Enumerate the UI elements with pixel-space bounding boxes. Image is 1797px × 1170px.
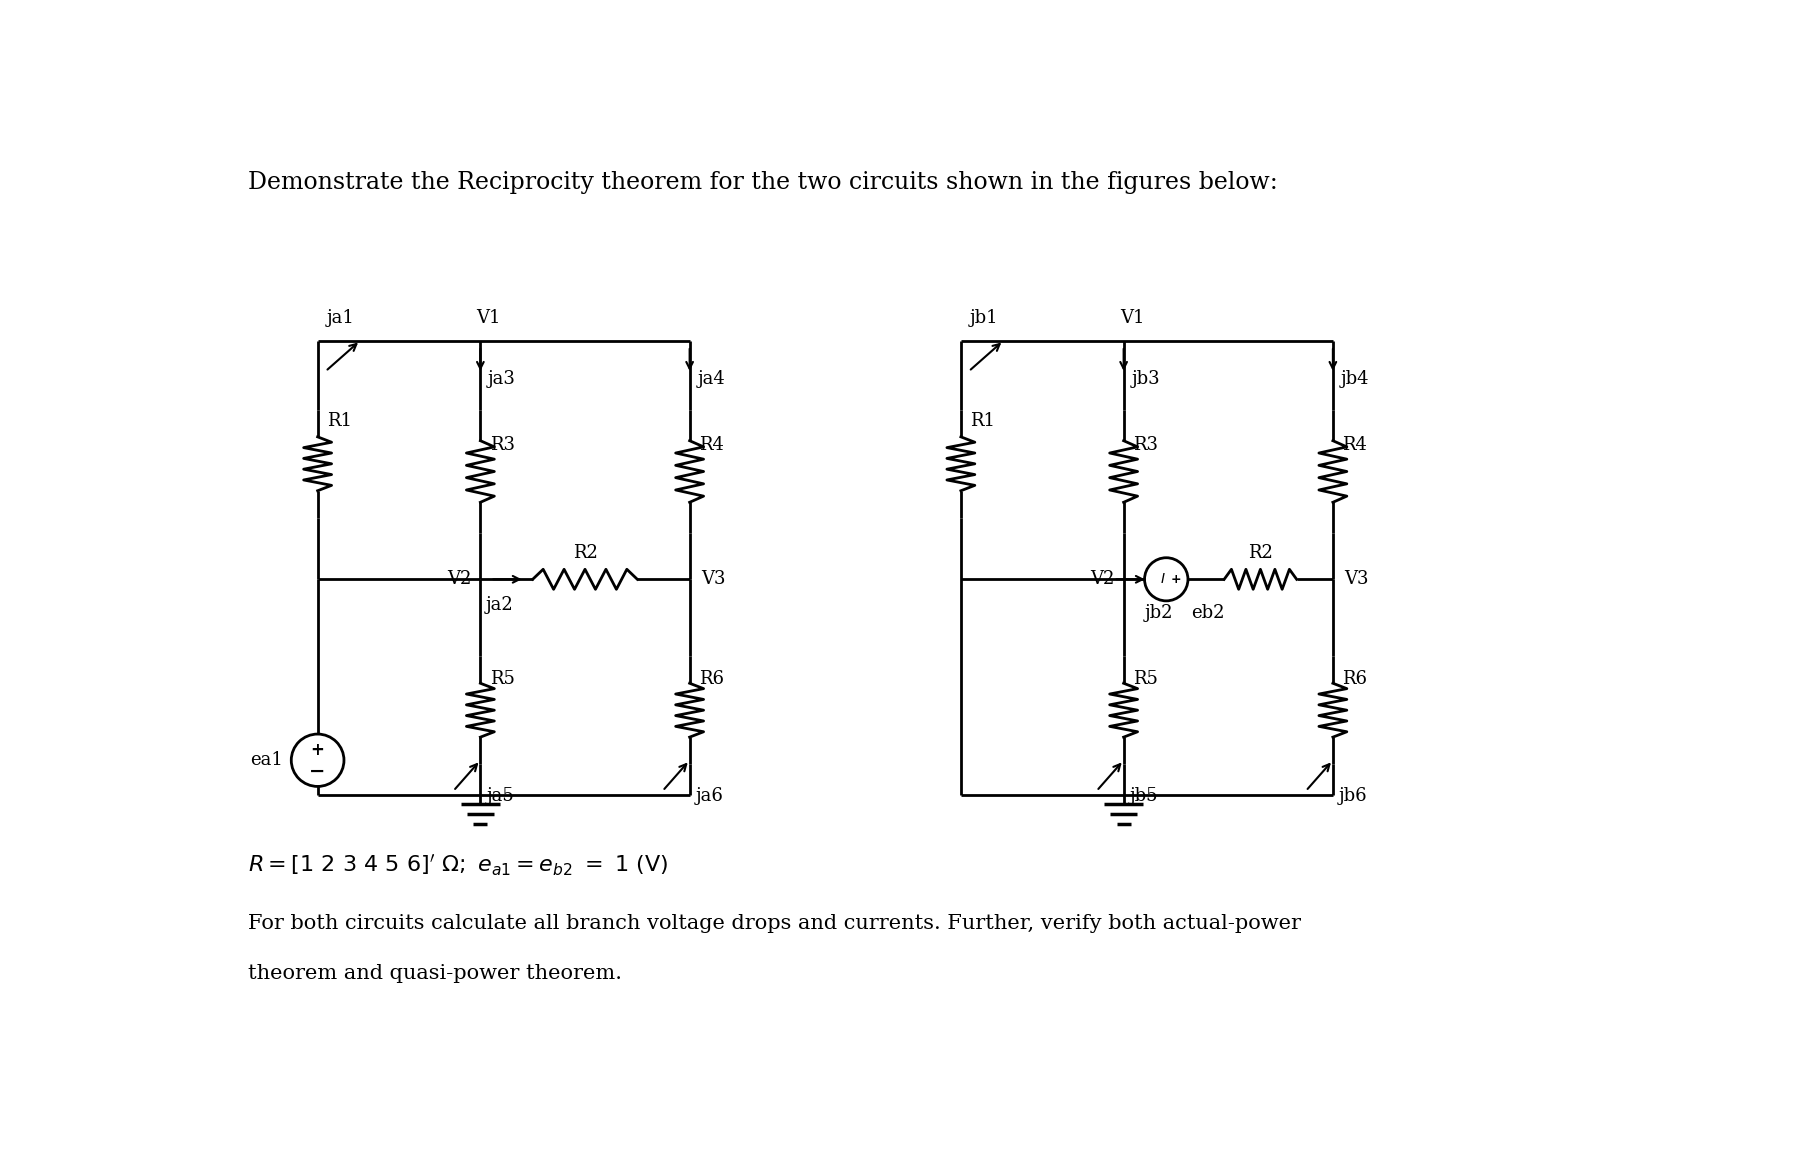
Text: R5: R5	[489, 670, 514, 688]
Text: R1: R1	[327, 413, 352, 431]
Text: I: I	[1161, 572, 1164, 586]
Text: ja6: ja6	[695, 787, 724, 805]
Text: R2: R2	[573, 544, 597, 563]
Text: ja1: ja1	[327, 309, 354, 326]
Text: jb3: jb3	[1132, 370, 1161, 388]
Text: R3: R3	[1132, 435, 1157, 454]
Text: Demonstrate the Reciprocity theorem for the two circuits shown in the figures be: Demonstrate the Reciprocity theorem for …	[248, 171, 1278, 194]
Text: jb4: jb4	[1341, 370, 1369, 388]
Text: V1: V1	[476, 309, 501, 326]
Text: jb1: jb1	[970, 309, 999, 326]
Text: V3: V3	[701, 570, 726, 589]
Text: R1: R1	[970, 413, 996, 431]
Text: ja5: ja5	[487, 787, 514, 805]
Text: jb6: jb6	[1339, 787, 1368, 805]
Text: +: +	[311, 742, 325, 759]
Text: $R = [1\ 2\ 3\ 4\ 5\ 6]'\ \Omega;\ e_{a1} = e_{b2}\ =\ 1\ \mathrm{(V)}$: $R = [1\ 2\ 3\ 4\ 5\ 6]'\ \Omega;\ e_{a1…	[248, 853, 668, 878]
Text: eb2: eb2	[1191, 604, 1224, 622]
Text: V1: V1	[1120, 309, 1145, 326]
Text: ja3: ja3	[489, 370, 516, 388]
Text: R2: R2	[1247, 544, 1272, 563]
Text: R6: R6	[1342, 670, 1368, 688]
Text: theorem and quasi-power theorem.: theorem and quasi-power theorem.	[248, 964, 622, 983]
Text: R6: R6	[699, 670, 724, 688]
Text: ja4: ja4	[697, 370, 726, 388]
Text: V2: V2	[447, 570, 471, 589]
Text: ea1: ea1	[250, 751, 282, 769]
Text: V2: V2	[1091, 570, 1114, 589]
Text: R4: R4	[1342, 435, 1368, 454]
Text: jb5: jb5	[1130, 787, 1159, 805]
Text: V3: V3	[1344, 570, 1369, 589]
Text: R3: R3	[489, 435, 514, 454]
Text: R4: R4	[699, 435, 724, 454]
Text: +: +	[1172, 573, 1182, 586]
Text: R5: R5	[1132, 670, 1157, 688]
Text: jb2: jb2	[1145, 604, 1173, 622]
Text: ja2: ja2	[485, 597, 514, 614]
Text: For both circuits calculate all branch voltage drops and currents. Further, veri: For both circuits calculate all branch v…	[248, 914, 1301, 934]
Text: −: −	[309, 763, 325, 782]
